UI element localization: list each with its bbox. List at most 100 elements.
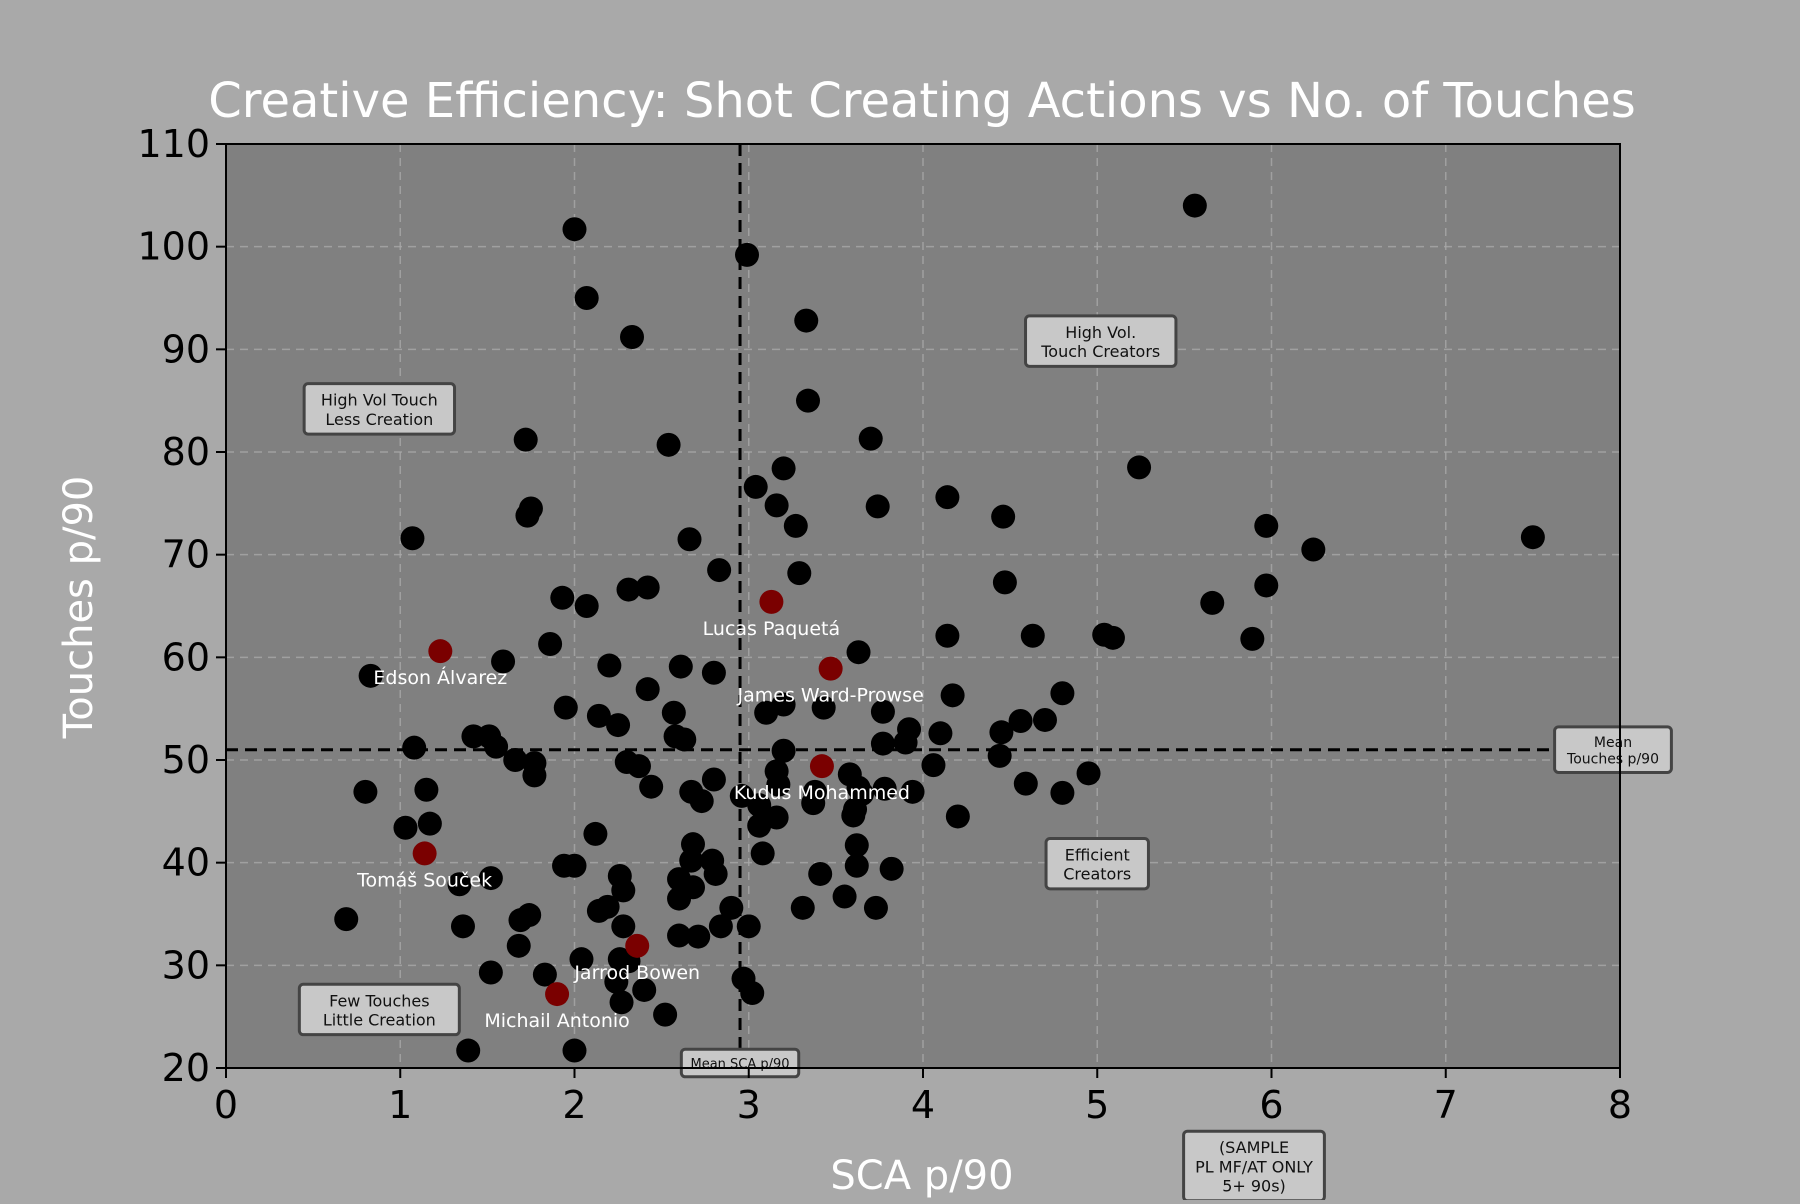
data-point bbox=[872, 776, 897, 801]
data-point bbox=[522, 763, 547, 788]
player-label: Jarrod Bowen bbox=[573, 962, 700, 984]
data-point bbox=[865, 494, 890, 519]
data-point bbox=[583, 821, 608, 846]
data-point bbox=[844, 853, 869, 878]
data-point bbox=[358, 663, 383, 688]
data-point bbox=[447, 872, 472, 897]
data-point bbox=[989, 720, 1014, 745]
data-point bbox=[620, 325, 645, 350]
data-point bbox=[450, 914, 475, 939]
label-text: Mean SCA p/90 bbox=[690, 1057, 789, 1072]
quadrant-label: Efficient Creators bbox=[1044, 836, 1150, 891]
label-box bbox=[679, 1047, 801, 1079]
y-tick-label: 50 bbox=[162, 738, 210, 782]
highlight-point bbox=[809, 754, 834, 779]
data-point bbox=[1127, 455, 1152, 480]
highlight-point bbox=[545, 982, 570, 1007]
data-point bbox=[900, 779, 925, 804]
data-point bbox=[764, 805, 789, 830]
data-point bbox=[513, 427, 538, 452]
mean-touches-label: Mean Touches p/90 bbox=[1553, 725, 1673, 775]
data-point bbox=[586, 898, 611, 923]
data-point bbox=[1020, 623, 1045, 648]
data-point bbox=[945, 804, 970, 829]
data-point bbox=[928, 721, 953, 746]
quadrant-labels: High Vol Touch Less Creation High Vol. Touc… bbox=[297, 314, 1673, 1079]
label-text: High Vol Touch Less Creation bbox=[321, 391, 438, 429]
player-label: Tomáš Souček bbox=[356, 869, 492, 891]
data-point bbox=[701, 660, 726, 685]
data-point bbox=[771, 456, 796, 481]
data-point bbox=[506, 933, 531, 958]
data-point bbox=[935, 485, 960, 510]
data-point bbox=[635, 677, 660, 702]
x-tick-label: 8 bbox=[1608, 1083, 1632, 1127]
data-point bbox=[1100, 625, 1125, 650]
data-point bbox=[668, 654, 693, 679]
x-tick-label: 2 bbox=[562, 1083, 586, 1127]
data-point bbox=[635, 575, 660, 600]
data-point bbox=[677, 527, 702, 552]
data-point bbox=[538, 631, 563, 656]
data-point bbox=[400, 526, 425, 551]
y-tick-label: 100 bbox=[137, 225, 210, 269]
data-point bbox=[991, 504, 1016, 529]
data-point bbox=[632, 977, 657, 1002]
quadrant-label: High Vol Touch Less Creation bbox=[302, 382, 457, 436]
data-point bbox=[639, 774, 664, 799]
y-tick-label: 40 bbox=[162, 841, 210, 885]
label-text: Efficient Creators bbox=[1063, 845, 1131, 883]
data-point bbox=[750, 841, 775, 866]
data-point bbox=[992, 570, 1017, 595]
x-tick-label: 6 bbox=[1259, 1083, 1283, 1127]
x-tick-label: 7 bbox=[1434, 1083, 1458, 1127]
data-point bbox=[661, 700, 686, 725]
data-point bbox=[586, 703, 611, 728]
player-label: James Ward-Prowse bbox=[737, 685, 924, 707]
data-point bbox=[553, 695, 578, 720]
data-point bbox=[790, 895, 815, 920]
data-point bbox=[1050, 780, 1075, 805]
data-point bbox=[735, 242, 760, 267]
data-point bbox=[353, 779, 378, 804]
x-tick-label: 5 bbox=[1085, 1083, 1109, 1127]
label-text: Mean Touches p/90 bbox=[1566, 735, 1659, 768]
player-label: Edson Álvarez bbox=[373, 666, 507, 689]
x-tick-label: 0 bbox=[214, 1083, 238, 1127]
data-point bbox=[562, 853, 587, 878]
data-point bbox=[515, 503, 540, 528]
data-point bbox=[672, 727, 697, 752]
data-point bbox=[870, 699, 895, 724]
data-point bbox=[550, 585, 575, 610]
highlight-point bbox=[412, 841, 437, 866]
data-point bbox=[597, 653, 622, 678]
x-tick-label: 1 bbox=[388, 1083, 412, 1127]
highlight-point bbox=[818, 656, 843, 681]
data-point bbox=[1254, 573, 1279, 598]
data-point bbox=[609, 990, 634, 1015]
data-point bbox=[808, 861, 833, 886]
label-box bbox=[297, 982, 461, 1037]
data-point bbox=[574, 594, 599, 618]
player-label: Michail Antonio bbox=[484, 1010, 629, 1032]
data-point bbox=[832, 884, 857, 909]
data-point bbox=[787, 561, 812, 586]
data-point bbox=[616, 577, 641, 602]
data-point bbox=[653, 1002, 678, 1027]
y-axis-label: Touches p/90 bbox=[56, 476, 102, 740]
data-point bbox=[708, 914, 733, 939]
label-box bbox=[1024, 314, 1178, 368]
player-labels: Lucas Paquetá Edson Álvarez James Ward-Pro… bbox=[356, 618, 924, 1032]
grid bbox=[225, 143, 1621, 1069]
data-point bbox=[1301, 537, 1326, 562]
data-point bbox=[771, 738, 796, 763]
data-point bbox=[1200, 590, 1225, 615]
y-tick-label: 70 bbox=[162, 533, 210, 577]
sample-note: (SAMPLE PL MF/AT ONLY 5+ 90s) bbox=[1182, 1129, 1326, 1203]
data-point bbox=[456, 1038, 481, 1063]
data-point bbox=[719, 895, 744, 920]
data-point bbox=[811, 695, 836, 720]
data-point bbox=[794, 308, 819, 333]
data-point bbox=[703, 861, 728, 886]
